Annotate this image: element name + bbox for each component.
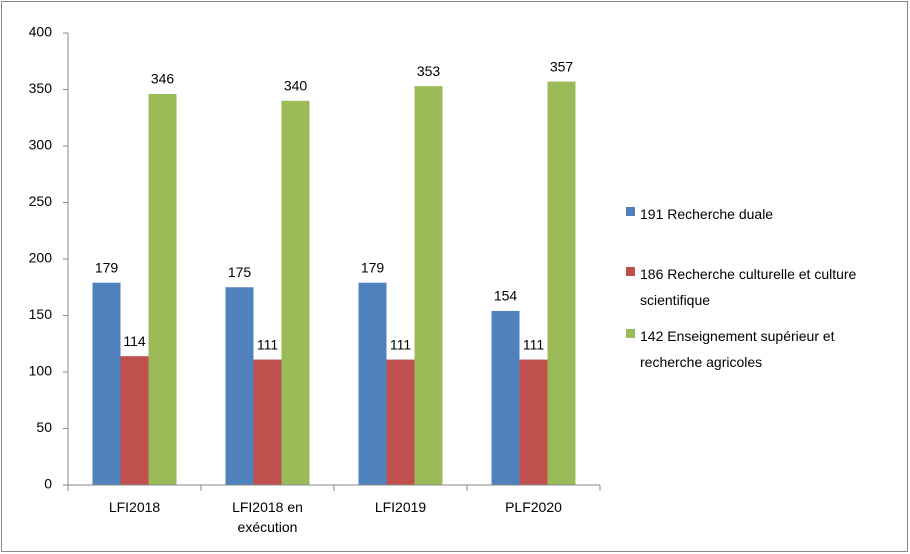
data-label: 111 bbox=[523, 336, 544, 352]
data-label: 346 bbox=[151, 71, 175, 87]
data-label: 179 bbox=[95, 259, 119, 275]
data-label: 340 bbox=[284, 78, 308, 94]
x-tick-label: PLF2020 bbox=[505, 499, 562, 515]
y-tick-label: 250 bbox=[29, 193, 53, 209]
bar bbox=[414, 86, 443, 486]
x-tick-label: LFI2019 bbox=[374, 499, 427, 515]
y-tick-label: 50 bbox=[36, 419, 52, 435]
bar bbox=[547, 81, 576, 485]
legend-label: 191 Recherche duale bbox=[640, 206, 774, 222]
y-tick-label: 0 bbox=[44, 476, 52, 492]
y-tick-label: 300 bbox=[29, 137, 53, 153]
x-tick-label: LFI2018 en exécution bbox=[232, 499, 303, 535]
data-label: 179 bbox=[361, 259, 385, 275]
bar bbox=[519, 359, 548, 485]
data-label: 175 bbox=[228, 264, 252, 280]
legend-swatch bbox=[626, 207, 635, 216]
legend-label: 186 Recherche culturelle et culture scie… bbox=[640, 266, 857, 308]
bar bbox=[148, 94, 177, 486]
bar bbox=[386, 359, 415, 485]
y-tick-label: 200 bbox=[29, 250, 53, 266]
data-label: 114 bbox=[123, 333, 146, 349]
bar bbox=[358, 282, 387, 485]
bar bbox=[253, 359, 282, 485]
data-label: 357 bbox=[550, 58, 574, 74]
legend-swatch bbox=[626, 267, 635, 276]
data-label: 111 bbox=[390, 336, 411, 352]
legend-label: 142 Enseignement supérieur et recherche … bbox=[640, 328, 835, 370]
y-tick-label: 400 bbox=[29, 24, 53, 40]
x-tick-label: LFI2018 bbox=[108, 499, 161, 515]
data-label: 154 bbox=[494, 288, 518, 304]
data-label: 111 bbox=[257, 336, 278, 352]
data-label: 353 bbox=[417, 63, 441, 79]
y-tick-label: 150 bbox=[29, 306, 53, 322]
bar bbox=[92, 282, 121, 485]
y-tick-label: 100 bbox=[29, 363, 53, 379]
bar bbox=[281, 100, 310, 486]
bar bbox=[225, 287, 254, 485]
y-tick-label: 350 bbox=[29, 80, 53, 96]
bar bbox=[120, 356, 149, 485]
legend-swatch bbox=[626, 329, 635, 338]
bar bbox=[491, 310, 520, 485]
